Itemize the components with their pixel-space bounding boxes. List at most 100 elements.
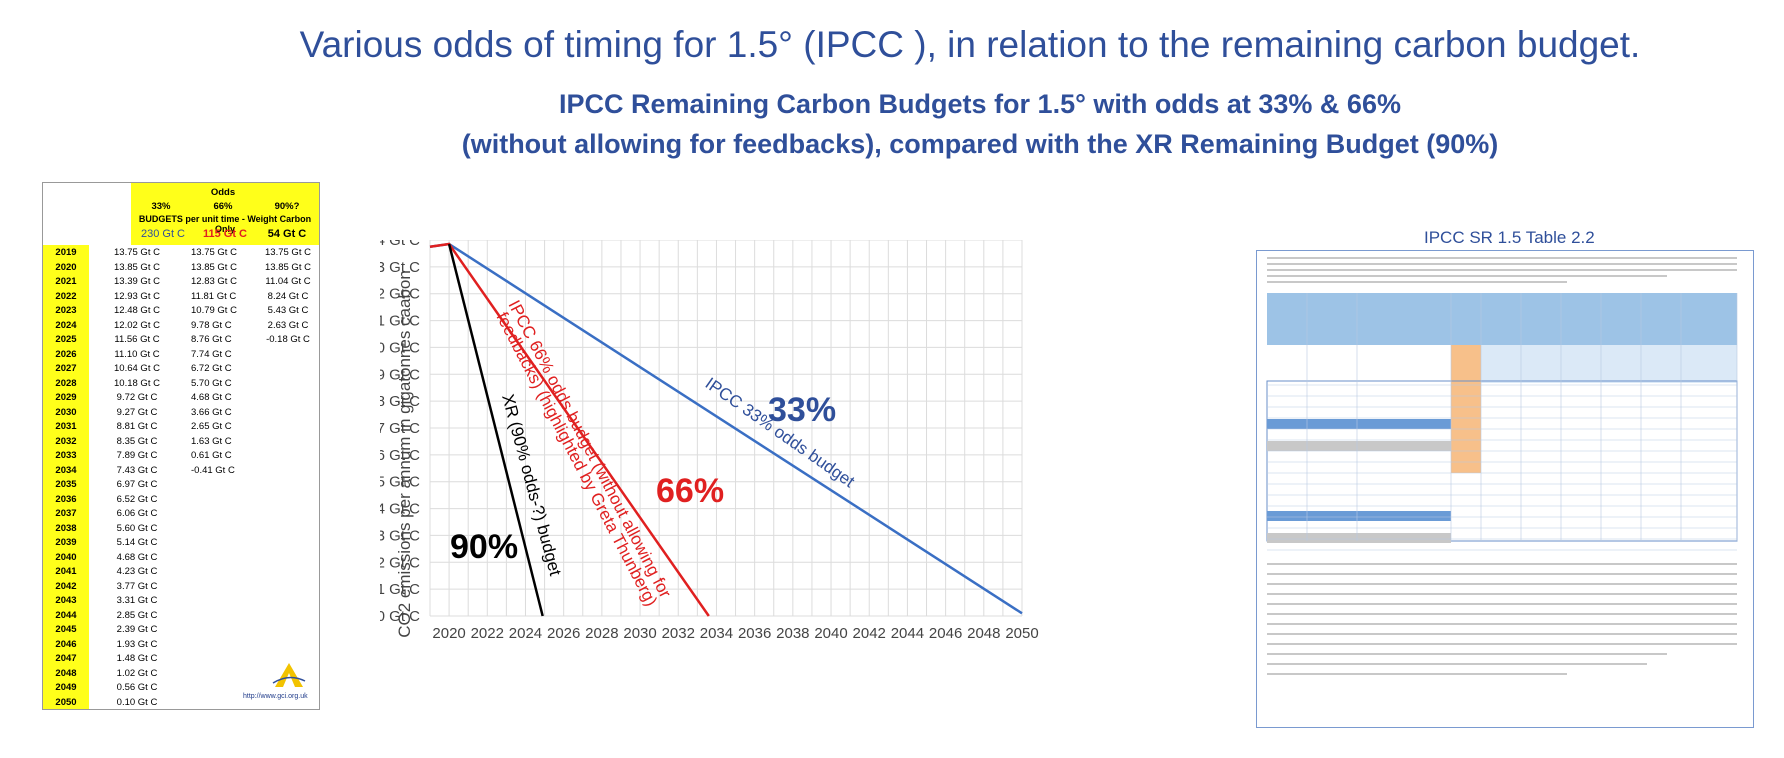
ipcc-table-image — [1256, 250, 1754, 728]
table-row: 2042 3.77 Gt C — [43, 581, 319, 596]
table-row: 2050 0.10 Gt C — [43, 697, 319, 712]
x-tick-label: 2028 — [585, 625, 618, 642]
chart-grid — [429, 240, 1023, 617]
cell-c90: 2.63 Gt C — [267, 319, 309, 331]
x-tick-label: 2042 — [853, 625, 886, 642]
table-row: 2029 9.72 Gt C 4.68 Gt C — [43, 392, 319, 407]
ipcc-table-title: IPCC SR 1.5 Table 2.2 — [1424, 228, 1595, 247]
cell-c66: 11.81 Gt C — [191, 290, 237, 302]
cell-c66: 6.72 Gt C — [191, 363, 232, 374]
cell-c33: 3.77 Gt C — [116, 580, 158, 592]
cell-year: 2020 — [55, 261, 77, 273]
cell-year: 2046 — [55, 638, 77, 650]
cell-c33: 7.43 Gt C — [116, 464, 158, 476]
y-tick-label: 8 Gt C — [380, 393, 420, 410]
y-tick-label: 0 Gt C — [380, 608, 420, 625]
cell-year: 2028 — [55, 377, 77, 389]
label-90-pct: 90% — [450, 528, 518, 566]
cell-c33: 2.85 Gt C — [116, 609, 158, 621]
x-tick-label: 2034 — [700, 625, 733, 642]
table-row: 2034 7.43 Gt C -0.41 Gt C — [43, 465, 319, 480]
cell-c33: 4.23 Gt C — [116, 566, 158, 577]
budget-subheader: BUDGETS per unit time - Weight Carbon On… — [138, 214, 312, 234]
page-subtitle: IPCC Remaining Carbon Budgets for 1.5° w… — [300, 84, 1660, 164]
cell-c33: 6.52 Gt C — [116, 493, 158, 505]
budget-header-background — [131, 183, 319, 245]
x-tick-label: 2038 — [776, 625, 809, 642]
cell-c33: 13.75 Gt C — [114, 247, 160, 258]
cell-c66: 8.76 Gt C — [191, 334, 232, 345]
cell-c66: 12.83 Gt C — [191, 276, 237, 287]
chart-series — [429, 242, 1023, 617]
cell-year: 2043 — [55, 595, 77, 606]
y-tick-label: 6 Gt C — [380, 447, 420, 464]
logo-url[interactable]: http://www.gci.org.uk — [243, 693, 308, 700]
cell-c33: 1.48 Gt C — [116, 653, 158, 664]
cell-c33: 12.02 Gt C — [114, 319, 160, 331]
table-row: 2023 12.48 Gt C 10.79 Gt C 5.43 Gt C — [43, 305, 319, 320]
table-row: 2028 10.18 Gt C 5.70 Gt C — [43, 378, 319, 393]
cell-c33: 11.10 Gt C — [114, 348, 160, 360]
cell-year: 2039 — [55, 537, 77, 548]
cell-year: 2019 — [55, 247, 77, 258]
table-row: 2022 12.93 Gt C 11.81 Gt C 8.24 Gt C — [43, 291, 319, 306]
cell-c33: 2.39 Gt C — [116, 624, 158, 635]
y-tick-label: 14 Gt C — [380, 240, 420, 249]
cell-c66: 3.66 Gt C — [191, 406, 232, 418]
y-tick-label: 4 Gt C — [380, 501, 420, 518]
x-tick-label: 2036 — [738, 625, 771, 642]
y-tick-label: 2 Gt C — [380, 554, 420, 571]
cell-year: 2021 — [55, 276, 77, 287]
y-tick-label: 3 Gt C — [380, 527, 420, 544]
odds-33-header: 33% — [151, 201, 171, 212]
y-axis-label: CO2 emissions per annum in gigatonnes ca… — [395, 270, 414, 638]
x-tick-label: 2020 — [432, 625, 465, 642]
table-row: 2044 2.85 Gt C — [43, 610, 319, 625]
x-tick-label: 2030 — [623, 625, 656, 642]
cell-year: 2026 — [55, 348, 77, 360]
cell-year: 2031 — [55, 421, 77, 432]
cell-year: 2048 — [55, 667, 77, 679]
cell-year: 2032 — [55, 435, 77, 447]
cell-year: 2038 — [55, 522, 77, 534]
cell-year: 2045 — [55, 624, 77, 635]
x-tick-label: 2026 — [547, 625, 580, 642]
cell-year: 2030 — [55, 406, 77, 418]
x-tick-label: 2046 — [929, 625, 962, 642]
cell-c33: 8.81 Gt C — [116, 421, 158, 432]
odds-90-header: 90%? — [274, 201, 300, 212]
table-row: 2031 8.81 Gt C 2.65 Gt C — [43, 421, 319, 436]
table-row: 2032 8.35 Gt C 1.63 Gt C — [43, 436, 319, 451]
table-row: 2046 1.93 Gt C — [43, 639, 319, 654]
cell-c33: 7.89 Gt C — [116, 450, 158, 461]
table-row: 2019 13.75 Gt C 13.75 Gt C 13.75 Gt C — [43, 247, 319, 262]
x-tick-label: 2050 — [1005, 625, 1038, 642]
total-90: 54 Gt C — [267, 228, 307, 240]
y-tick-label: 11 Gt C — [380, 313, 420, 330]
cell-c33: 4.68 Gt C — [116, 551, 158, 563]
table-row: 2037 6.06 Gt C — [43, 508, 319, 523]
cell-c66: 4.68 Gt C — [191, 392, 232, 403]
table-row: 2027 10.64 Gt C 6.72 Gt C — [43, 363, 319, 378]
y-tick-label: 7 Gt C — [380, 420, 420, 437]
cell-year: 2036 — [55, 493, 77, 505]
table-row: 2040 4.68 Gt C — [43, 552, 319, 567]
table-row: 2039 5.14 Gt C — [43, 537, 319, 552]
table-row: 2049 0.56 Gt C — [43, 682, 319, 697]
cell-year: 2033 — [55, 450, 77, 461]
cell-c33: 1.02 Gt C — [116, 667, 158, 679]
table-row: 2048 1.02 Gt C — [43, 668, 319, 683]
cell-c33: 9.27 Gt C — [116, 406, 158, 418]
cell-year: 2049 — [55, 682, 77, 693]
y-axis-ticks: 0 Gt C 1 Gt C 2 Gt C 3 Gt C 4 Gt C 5 Gt C 6 Gt… — [380, 240, 420, 625]
x-tick-label: 2022 — [471, 625, 504, 642]
emissions-chart: 0 Gt C 1 Gt C 2 Gt C 3 Gt C 4 Gt C 5 Gt C 6 Gt… — [380, 240, 1039, 642]
table-row: 2038 5.60 Gt C — [43, 523, 319, 538]
cell-c66: -0.41 Gt C — [191, 464, 235, 476]
series-line-2 — [447, 243, 544, 617]
table-row: 2033 7.89 Gt C 0.61 Gt C — [43, 450, 319, 465]
cell-c33: 5.60 Gt C — [116, 522, 158, 534]
cell-year: 2035 — [55, 479, 77, 490]
cell-c33: 6.97 Gt C — [116, 479, 158, 490]
table-row: 2045 2.39 Gt C — [43, 624, 319, 639]
